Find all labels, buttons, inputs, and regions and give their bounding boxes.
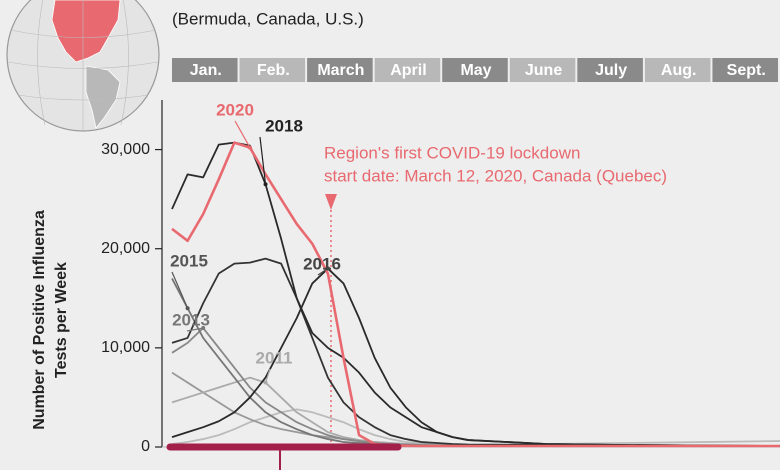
month-band (644, 58, 711, 82)
month-band (442, 58, 508, 82)
label-leader (259, 136, 267, 185)
month-bar: Jan. Feb. March April May June July Aug. Sept. (172, 58, 778, 82)
globe (6, 0, 160, 132)
south-america (85, 65, 121, 129)
label-dot (263, 182, 268, 187)
series-label: 2020 (216, 100, 254, 119)
month-label: Jan. (190, 62, 222, 79)
y-axis-label: Tests per Week (53, 262, 70, 378)
subtitle: (Bermuda, Canada, U.S.) (172, 9, 364, 28)
month-band (374, 58, 441, 82)
series-label: 2016 (303, 254, 341, 273)
series-line (171, 141, 780, 447)
month-label: April (390, 62, 426, 79)
plot (171, 141, 780, 448)
month-band (712, 58, 778, 82)
label-leader (171, 271, 189, 309)
month-label: July (595, 62, 627, 79)
y-tick-label: 10,000 (101, 339, 150, 356)
series-label: 2018 (265, 116, 303, 135)
month-label: Sept. (727, 62, 766, 79)
series-line (171, 141, 780, 448)
month-band (172, 58, 238, 82)
month-band (577, 58, 643, 82)
lockdown-marker (325, 194, 337, 210)
label-leader (186, 327, 204, 332)
annotation: start date: March 12, 2020, Canada (Queb… (324, 166, 667, 185)
month-band (239, 58, 306, 82)
label-dot (185, 306, 190, 311)
month-band (509, 58, 576, 82)
y-tick-label: 0 (141, 438, 150, 455)
month-label: March (317, 62, 364, 79)
label-dot (201, 326, 206, 331)
label-dot (263, 380, 268, 385)
series-label: 2013 (172, 310, 210, 329)
series-label: 2015 (170, 251, 208, 270)
label-leader (264, 368, 271, 383)
series-line (171, 257, 780, 447)
north-america (51, 0, 121, 63)
graticule (7, 0, 159, 131)
series-label: 2011 (256, 348, 293, 367)
y-tick-label: 30,000 (101, 141, 150, 158)
month-label: May (460, 62, 491, 79)
label-dot (247, 145, 252, 150)
y-tick-label: 20,000 (101, 240, 150, 257)
y-axis-label: Number of Positive Influenza (31, 210, 48, 430)
annotation: Region's first COVID-19 lockdown (324, 143, 580, 162)
label-dot (325, 266, 330, 271)
month-label: June (525, 62, 562, 79)
label-leader (234, 120, 251, 148)
month-label: Aug. (661, 62, 697, 79)
month-label: Feb. (257, 62, 290, 79)
month-band (307, 58, 373, 82)
